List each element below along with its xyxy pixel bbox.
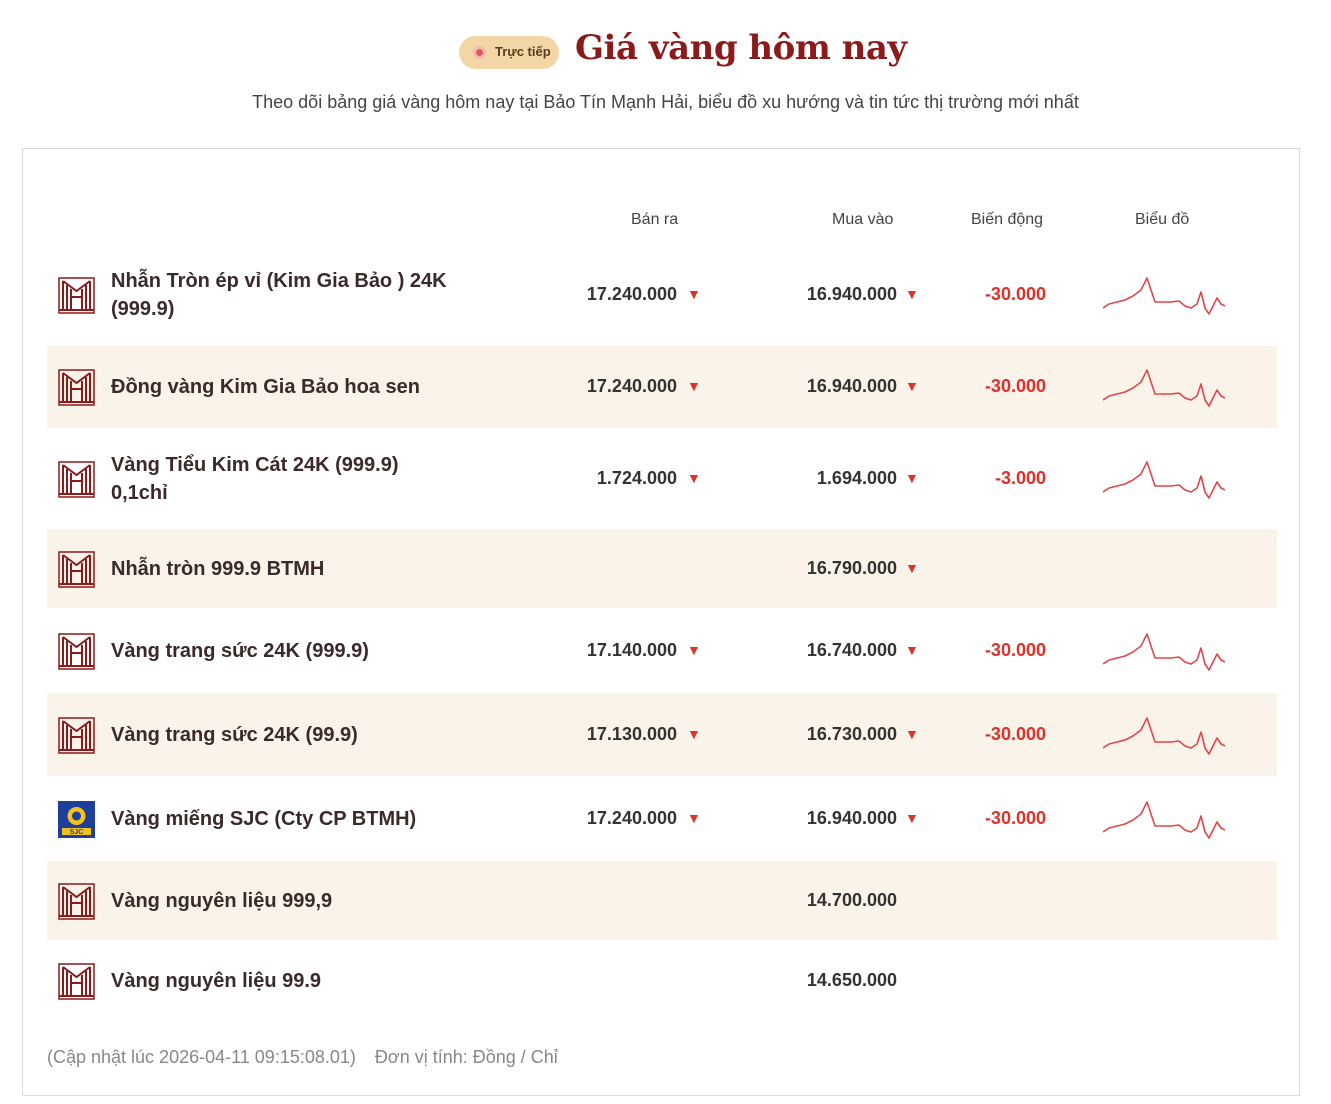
unit-note: Đơn vị tính: Đồng / Chỉ — [374, 1047, 558, 1067]
product-name: Vàng trang sức 24K (99.9) — [111, 721, 491, 749]
column-header-change: Biến động — [971, 211, 1044, 228]
sell-price: 17.240.000 — [586, 284, 677, 304]
btmh-logo — [58, 963, 95, 1000]
sell-down-arrow-icon: ▼ — [687, 642, 701, 658]
product-name: Vàng nguyên liệu 999,9 — [111, 887, 491, 915]
updated-timestamp: (Cập nhật lúc 2026-04-11 09:15:08.01) — [47, 1047, 356, 1067]
buy-down-arrow-icon: ▼ — [905, 809, 919, 826]
sell-price: 17.130.000 — [586, 723, 677, 744]
product-name: Vàng nguyên liệu 99.9 — [111, 967, 491, 995]
product-name: Nhẫn Tròn ép vỉ (Kim Gia Bảo ) 24K (999.9… — [111, 267, 491, 323]
price-change: -30.000 — [984, 640, 1046, 660]
trend-sparkline[interactable] — [1102, 799, 1226, 843]
sell-down-arrow-icon: ▼ — [687, 725, 701, 742]
page-title: Giá vàng hôm nay — [575, 28, 907, 68]
product-name-line1: Vàng miếng SJC (Cty CP BTMH) — [111, 807, 417, 830]
sell-price: 17.240.000 — [586, 376, 677, 396]
btmh-logo — [58, 550, 95, 588]
product-name: Vàng miếng SJC (Cty CP BTMH) — [111, 805, 491, 833]
product-name: Nhẫn tròn 999.9 BTMH — [111, 555, 491, 583]
buy-price: 16.740.000 — [806, 640, 897, 660]
buy-down-arrow-icon: ▼ — [905, 725, 919, 742]
trend-sparkline[interactable] — [1102, 275, 1226, 319]
btmh-logo — [58, 716, 95, 754]
sell-price: 17.140.000 — [586, 640, 677, 660]
live-badge-label: Trực tiếp — [495, 44, 551, 59]
product-name: Vàng trang sức 24K (999.9) — [111, 637, 491, 665]
product-name-line1: Đồng vàng Kim Gia Bảo hoa sen — [111, 376, 420, 398]
sell-down-arrow-icon: ▼ — [687, 378, 701, 394]
btmh-logo — [58, 369, 95, 406]
trend-sparkline[interactable] — [1102, 459, 1226, 503]
table-row[interactable]: Vàng nguyên liệu 99.9 14.650.000 — [47, 941, 1277, 1021]
buy-down-arrow-icon: ▼ — [905, 470, 919, 486]
sjc-logo: SJC — [58, 800, 95, 838]
product-name-line1: Nhẫn tròn 999.9 BTMH — [111, 557, 325, 580]
buy-price: 16.940.000 — [806, 807, 897, 828]
buy-price: 16.730.000 — [806, 723, 897, 744]
btmh-logo — [58, 882, 95, 920]
table-row[interactable]: Vàng nguyên liệu 999,9 14.700.000 — [47, 861, 1277, 940]
page-header: Trực tiếp Giá vàng hôm nay Theo dõi bảng… — [0, 0, 1331, 140]
buy-price: 1.694.000 — [816, 468, 897, 488]
product-name-line2: 0,1chỉ — [111, 482, 168, 504]
product-name-line1: Vàng trang sức 24K (99.9) — [111, 723, 358, 746]
sell-down-arrow-icon: ▼ — [687, 470, 701, 486]
btmh-logo — [58, 277, 95, 314]
sell-price: 1.724.000 — [596, 468, 677, 488]
price-change: -30.000 — [984, 284, 1046, 304]
sell-price: 17.240.000 — [586, 807, 677, 828]
column-header-sell: Bán ra — [631, 211, 679, 228]
table-footer: (Cập nhật lúc 2026-04-11 09:15:08.01) Đơ… — [47, 1047, 558, 1068]
sell-down-arrow-icon: ▼ — [687, 809, 701, 826]
table-row[interactable]: Vàng Tiểu Kim Cát 24K (999.9) 0,1chỉ 1.724… — [47, 434, 1277, 524]
btmh-logo — [58, 633, 95, 670]
buy-down-arrow-icon: ▼ — [905, 286, 919, 302]
buy-price: 16.940.000 — [806, 376, 897, 396]
page-subtitle: Theo dõi bảng giá vàng hôm nay tại Bảo T… — [252, 92, 1079, 112]
column-header-buy: Mua vào — [832, 211, 894, 228]
product-name: Vàng Tiểu Kim Cát 24K (999.9) 0,1chỉ — [111, 451, 491, 507]
product-name-line1: Nhẫn Tròn ép vỉ (Kim Gia Bảo ) 24K — [111, 270, 447, 292]
svg-text:SJC: SJC — [70, 829, 84, 836]
live-badge: Trực tiếp — [459, 36, 559, 69]
buy-price: 16.790.000 — [806, 557, 897, 578]
table-row[interactable]: Nhẫn tròn 999.9 BTMH 16.790.000 ▼ — [47, 529, 1277, 608]
column-header-chart: Biểu đồ — [1135, 211, 1190, 228]
btmh-logo — [58, 461, 95, 498]
trend-sparkline[interactable] — [1102, 715, 1226, 759]
price-change: -3.000 — [994, 468, 1046, 488]
product-name-line1: Vàng nguyên liệu 999,9 — [111, 889, 333, 912]
product-name-line1: Vàng trang sức 24K (999.9) — [111, 640, 369, 662]
trend-sparkline[interactable] — [1102, 367, 1226, 411]
price-change: -30.000 — [984, 807, 1046, 828]
table-row[interactable]: SJC Vàng miếng SJC (Cty CP BTMH) 17.240.00… — [47, 777, 1277, 860]
product-name-line2: (999.9) — [111, 298, 175, 320]
live-dot-icon — [473, 46, 486, 59]
buy-down-arrow-icon: ▼ — [905, 642, 919, 658]
table-row[interactable]: Đồng vàng Kim Gia Bảo hoa sen 17.240.000 ▼… — [47, 346, 1277, 428]
price-change: -30.000 — [984, 723, 1046, 744]
buy-price: 14.700.000 — [806, 889, 897, 910]
product-name-line1: Vàng Tiểu Kim Cát 24K (999.9) — [111, 454, 399, 476]
trend-sparkline[interactable] — [1102, 631, 1226, 675]
buy-down-arrow-icon: ▼ — [905, 559, 919, 576]
table-row[interactable]: Vàng trang sức 24K (99.9) 17.130.000 ▼ 16.7… — [47, 693, 1277, 776]
price-change: -30.000 — [984, 376, 1046, 396]
product-name-line1: Vàng nguyên liệu 99.9 — [111, 970, 322, 992]
buy-price: 14.650.000 — [806, 970, 897, 990]
sell-down-arrow-icon: ▼ — [687, 286, 701, 302]
table-row[interactable]: Nhẫn Tròn ép vỉ (Kim Gia Bảo ) 24K (999.9… — [47, 250, 1277, 340]
table-row[interactable]: Vàng trang sức 24K (999.9) 17.140.000 ▼ 16.… — [47, 610, 1277, 692]
buy-down-arrow-icon: ▼ — [905, 378, 919, 394]
buy-price: 16.940.000 — [806, 284, 897, 304]
product-name: Đồng vàng Kim Gia Bảo hoa sen — [111, 373, 491, 401]
